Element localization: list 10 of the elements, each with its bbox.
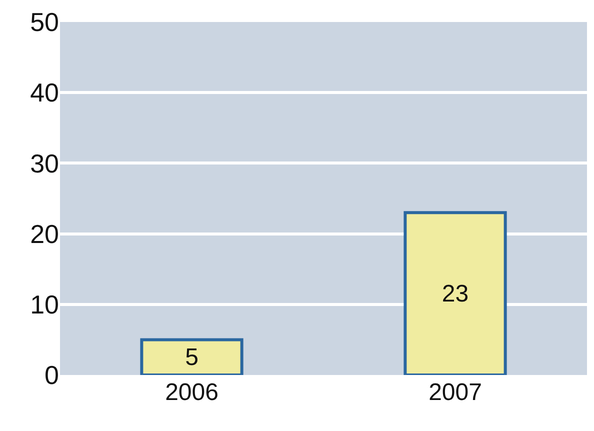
y-tick-label: 10 xyxy=(30,290,59,320)
data-label: 5 xyxy=(185,344,198,371)
y-tick-label: 50 xyxy=(30,7,59,38)
data-label: 23 xyxy=(442,280,469,308)
x-tick-label: 2006 xyxy=(165,379,218,406)
y-tick-label: 0 xyxy=(44,360,59,390)
y-tick-label: 20 xyxy=(30,218,59,249)
y-tick-label: 30 xyxy=(30,148,59,178)
y-tick-label: 40 xyxy=(30,78,59,108)
x-tick-label: 2007 xyxy=(428,379,482,406)
